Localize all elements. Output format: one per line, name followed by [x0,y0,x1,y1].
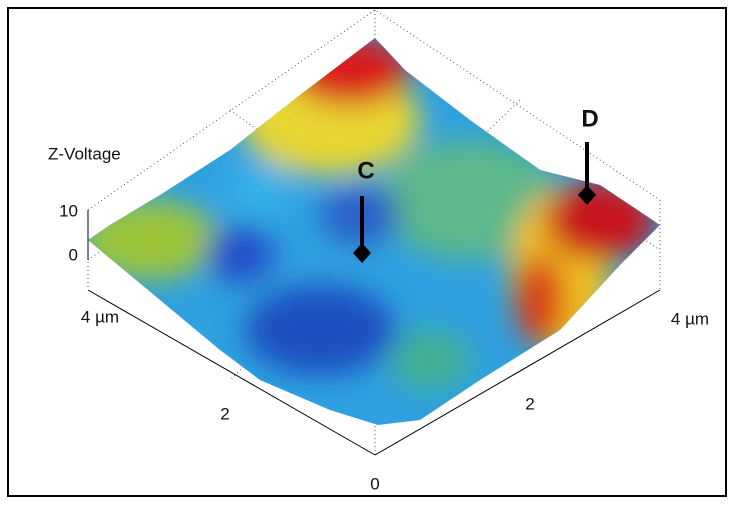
surface [88,38,660,425]
marker-label: C [357,157,374,184]
marker-d: D [578,105,599,205]
marker-label: D [581,105,598,132]
x-tick-label: 4 µm [81,307,119,326]
x-tick-label: 2 [220,404,229,423]
z-tick-label: 0 [69,245,78,264]
z-tick-label: 10 [59,201,78,220]
y-tick-label: 2 [525,394,534,413]
origin-label: 0 [370,474,379,493]
z-axis-label: Z-Voltage [48,144,121,163]
frame [7,7,727,497]
marker-c: C [353,157,375,263]
y-tick-label: 4 µm [671,309,709,328]
axes [87,210,661,456]
